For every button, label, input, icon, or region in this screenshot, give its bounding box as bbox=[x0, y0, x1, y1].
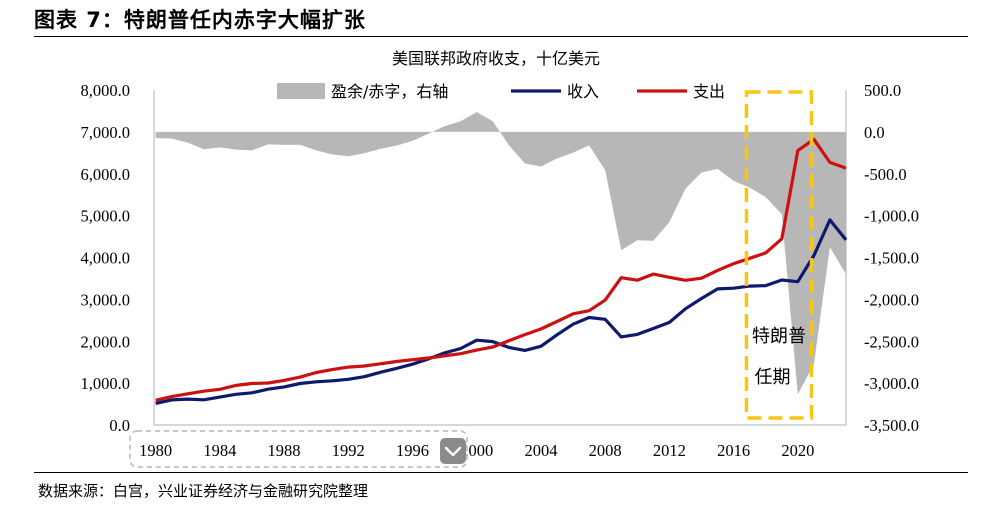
y-left-tick-label: 1,000.0 bbox=[81, 374, 131, 393]
y-left-tick-label: 4,000.0 bbox=[81, 249, 131, 268]
y-right-tick-label: 0.0 bbox=[864, 123, 885, 142]
trump-term-label-line2: 任期 bbox=[754, 367, 790, 388]
figure-title: 图表 7：特朗普任内赤字大幅扩张 bbox=[34, 8, 366, 32]
x-tick-label: 1984 bbox=[203, 441, 236, 460]
series-line-revenue bbox=[155, 218, 848, 405]
y-right-tick-label: -2,000.0 bbox=[864, 290, 919, 309]
bottom-rule bbox=[34, 472, 968, 473]
axes-layer bbox=[153, 90, 847, 426]
y-left-tick-label: 2,000.0 bbox=[81, 332, 131, 351]
y-right-tick-label: -3,000.0 bbox=[864, 374, 919, 393]
chart-title: 美国联邦政府收支，十亿美元 bbox=[392, 49, 600, 68]
y-left-tick-label: 7,000.0 bbox=[81, 123, 131, 142]
dropdown-button[interactable] bbox=[440, 438, 466, 464]
y-right-tick-label: -1,500.0 bbox=[864, 249, 919, 268]
selection-outline[interactable] bbox=[129, 430, 468, 468]
y-left-tick-label: 3,000.0 bbox=[81, 290, 131, 309]
x-tick-label: 2000 bbox=[460, 441, 493, 460]
chevron-down-icon[interactable] bbox=[444, 446, 462, 457]
x-tick-label: 2004 bbox=[524, 441, 557, 460]
y-left-tick-label: 6,000.0 bbox=[81, 165, 131, 184]
x-tick-label: 1996 bbox=[396, 441, 429, 460]
tick-labels: 0.0 1,000.0 2,000.0 3,000.0 4,000.0 5,000.0 6,… bbox=[81, 81, 920, 460]
y-right-tick-label: -1,000.0 bbox=[864, 207, 919, 226]
legend-revenue-label: 收入 bbox=[567, 82, 599, 101]
y-right-tick-label: 500.0 bbox=[864, 81, 901, 100]
x-tick-label: 2020 bbox=[781, 441, 814, 460]
x-tick-label: 1988 bbox=[268, 441, 301, 460]
legend-deficit-label: 盈余/赤字，右轴 bbox=[331, 82, 448, 101]
legend-deficit-swatch bbox=[277, 83, 325, 99]
lines-layer bbox=[155, 137, 848, 405]
top-rule bbox=[34, 36, 968, 37]
source-note: 数据来源：白宫，兴业证券经济与金融研究院整理 bbox=[38, 482, 369, 500]
y-right-tick-label: -2,500.0 bbox=[864, 332, 919, 351]
legend-expenditure-label: 支出 bbox=[693, 82, 725, 101]
y-left-tick-label: 0.0 bbox=[109, 416, 130, 435]
x-tick-label: 1992 bbox=[332, 441, 365, 460]
x-tick-label: 2008 bbox=[589, 441, 622, 460]
overlay-controls[interactable] bbox=[129, 430, 468, 468]
x-tick-label: 2016 bbox=[717, 441, 750, 460]
y-right-tick-label: -500.0 bbox=[864, 165, 907, 184]
deficit-area-layer bbox=[155, 112, 847, 395]
series-line-expenditure bbox=[155, 137, 847, 402]
x-tick-label: 2012 bbox=[653, 441, 686, 460]
x-tick-label: 1980 bbox=[139, 441, 172, 460]
y-right-tick-label: -3,500.0 bbox=[864, 416, 919, 435]
y-left-tick-label: 5,000.0 bbox=[81, 207, 131, 226]
deficit-area bbox=[155, 112, 847, 395]
trump-term-box bbox=[744, 90, 814, 420]
y-left-tick-label: 8,000.0 bbox=[81, 81, 131, 100]
trump-term-label-line1: 特朗普 bbox=[752, 326, 806, 347]
legend: 盈余/赤字，右轴 收入 支出 bbox=[277, 82, 725, 101]
